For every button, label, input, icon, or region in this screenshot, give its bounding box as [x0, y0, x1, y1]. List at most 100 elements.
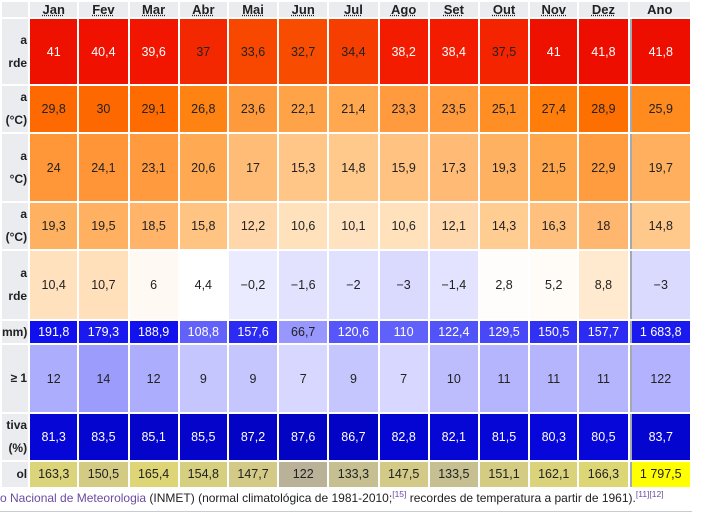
data-cell: 34,4: [329, 19, 378, 84]
data-cell: 24: [30, 134, 78, 201]
data-cell: 15,9: [379, 134, 428, 201]
data-cell: 10: [429, 345, 478, 413]
data-cell: 10,4: [30, 250, 78, 319]
data-cell: 188,9: [129, 320, 178, 344]
data-cell: 15,8: [179, 203, 227, 249]
month-header[interactable]: Jul: [329, 2, 378, 17]
table-row: mm) 191,8 179,3 188,9 108,8 157,6 66,7 120,6 110…: [2, 320, 690, 344]
row-label: a rde: [2, 250, 29, 319]
table-row: ol 163,3 150,5 165,4 154,8 147,7 122 133,3 147,5…: [2, 461, 690, 487]
data-cell: 5,2: [530, 250, 578, 319]
data-cell: 9: [329, 345, 378, 413]
data-cell: 82,8: [379, 414, 428, 460]
month-label[interactable]: Set: [443, 2, 464, 17]
row-label-line: rde: [8, 55, 28, 70]
month-header[interactable]: Jan: [30, 2, 78, 17]
table-row: a °C) 24 24,1 23,1 20,6 17 15,3 14,8 15,9 17,3 19,3…: [2, 134, 690, 201]
data-cell: 162,1: [530, 461, 578, 487]
data-cell: 38,4: [429, 19, 478, 84]
row-label-line: ol: [16, 467, 28, 482]
data-cell: 133,5: [429, 461, 478, 487]
month-header[interactable]: Ago: [379, 2, 428, 17]
month-header[interactable]: Set: [429, 2, 478, 17]
data-cell: 122: [279, 461, 328, 487]
data-cell: 33,6: [228, 19, 278, 84]
data-cell: 10,1: [329, 203, 378, 249]
data-cell: 8,8: [579, 250, 628, 319]
data-cell: 23,6: [228, 86, 278, 132]
month-label[interactable]: Nov: [541, 2, 567, 17]
data-cell: 147,5: [379, 461, 428, 487]
data-cell: 37,5: [479, 19, 529, 84]
data-cell: 21,5: [530, 134, 578, 201]
data-cell: 14: [79, 345, 128, 413]
data-cell: 6: [129, 250, 178, 319]
data-cell: 41,8: [579, 19, 628, 84]
header-corner: [2, 2, 29, 17]
month-header[interactable]: Out: [479, 2, 529, 17]
month-header[interactable]: Abr: [179, 2, 227, 17]
annual-header: Ano: [629, 2, 690, 17]
data-cell: 22,1: [279, 86, 328, 132]
data-cell: 40,4: [79, 19, 128, 84]
data-cell: 129,5: [479, 320, 529, 344]
row-label-line: a: [20, 265, 28, 280]
data-cell: 2,8: [479, 250, 529, 319]
data-cell: 41: [530, 19, 578, 84]
data-cell: 11: [579, 345, 628, 413]
source-link[interactable]: o Nacional de Meteorologia: [0, 491, 147, 505]
data-cell: 29,8: [30, 86, 78, 132]
month-header[interactable]: Mai: [228, 2, 278, 17]
row-label: a (°C): [2, 86, 29, 132]
ref-15[interactable]: [15]: [392, 489, 407, 499]
month-label[interactable]: Mai: [242, 2, 264, 17]
data-cell: 17: [228, 134, 278, 201]
table-row: a (°C) 29,8 30 29,1 26,8 23,6 22,1 21,4 23,3 23,5 2…: [2, 86, 690, 132]
data-cell: −2: [329, 250, 378, 319]
data-cell: 11: [530, 345, 578, 413]
data-cell: 82,1: [429, 414, 478, 460]
data-cell: 120,6: [329, 320, 378, 344]
data-cell: 26,8: [179, 86, 227, 132]
row-label: ol: [2, 461, 29, 487]
row-label-line: mm): [2, 324, 28, 339]
data-cell: 165,4: [129, 461, 178, 487]
data-cell: 18: [579, 203, 628, 249]
month-label[interactable]: Jul: [344, 2, 363, 17]
row-label-line: a: [20, 207, 28, 221]
month-label[interactable]: Jan: [42, 2, 65, 17]
data-cell: 7: [379, 345, 428, 413]
month-header[interactable]: Mar: [129, 2, 178, 17]
table-row: a rde 41 40,4 39,6 37 33,6 32,7 34,4 38,2 38,4 37,5…: [2, 19, 690, 84]
data-cell: 133,3: [329, 461, 378, 487]
data-cell: 108,8: [179, 320, 227, 344]
month-label[interactable]: Jun: [291, 2, 315, 17]
data-cell: 81,5: [479, 414, 529, 460]
data-cell: 23,3: [379, 86, 428, 132]
data-cell: 32,7: [279, 19, 328, 84]
month-label[interactable]: Fev: [92, 2, 115, 17]
annual-cell: 41,8: [629, 19, 690, 84]
data-cell: 21,4: [329, 86, 378, 132]
month-header[interactable]: Nov: [530, 2, 578, 17]
table-bottom-border: [0, 511, 692, 512]
ref-11-12[interactable]: [11][12]: [635, 489, 664, 499]
month-label[interactable]: Out: [492, 2, 516, 17]
month-label[interactable]: Ago: [390, 2, 417, 17]
data-cell: 157,7: [579, 320, 628, 344]
month-header[interactable]: Dez: [579, 2, 628, 17]
month-header[interactable]: Fev: [79, 2, 128, 17]
month-header[interactable]: Jun: [279, 2, 328, 17]
data-cell: 37: [179, 19, 227, 84]
data-cell: 87,2: [228, 414, 278, 460]
data-cell: 80,3: [530, 414, 578, 460]
data-cell: 38,2: [379, 19, 428, 84]
month-label[interactable]: Mar: [142, 2, 166, 17]
annual-cell: 25,9: [629, 86, 690, 132]
row-label-line: °C): [9, 171, 28, 186]
data-cell: 28,9: [579, 86, 628, 132]
data-cell: 147,7: [228, 461, 278, 487]
data-cell: 166,3: [579, 461, 628, 487]
month-label[interactable]: Dez: [591, 2, 615, 17]
month-label[interactable]: Abr: [192, 2, 215, 17]
